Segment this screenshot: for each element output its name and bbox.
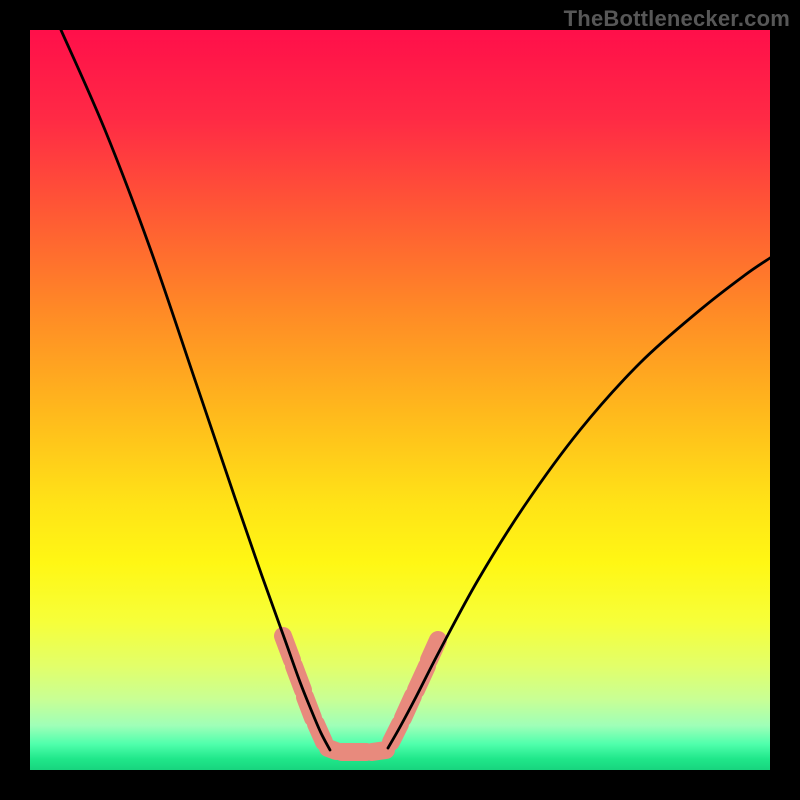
outer-frame: TheBottlenecker.com [0,0,800,800]
marker-dash [372,750,386,752]
chart-svg [30,30,800,800]
curve-right [388,258,770,748]
marker-group [283,636,438,752]
plot-area [30,30,770,770]
watermark-text: TheBottlenecker.com [564,6,790,32]
